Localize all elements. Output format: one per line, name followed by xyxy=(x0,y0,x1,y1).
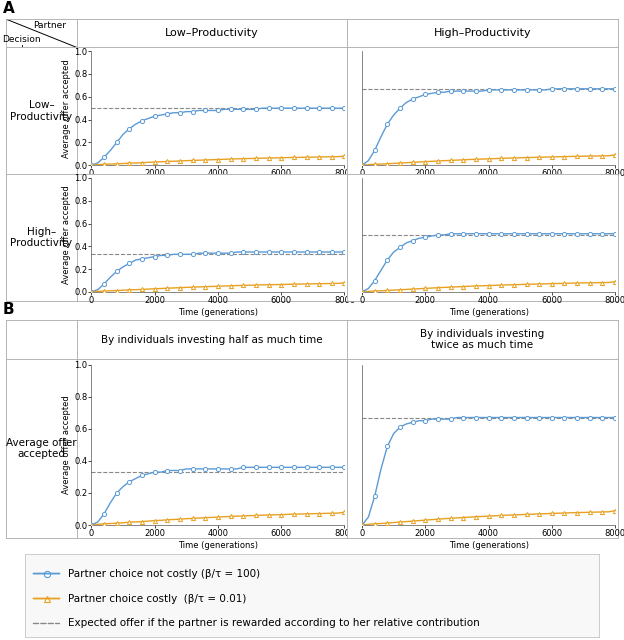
X-axis label: Time (generations): Time (generations) xyxy=(178,541,258,550)
Text: Partner: Partner xyxy=(33,22,66,31)
Y-axis label: Average offer accepted: Average offer accepted xyxy=(62,186,71,284)
X-axis label: Time (generations): Time (generations) xyxy=(449,541,529,550)
X-axis label: Time (generations): Time (generations) xyxy=(178,308,258,317)
Text: High–
Productivity: High– Productivity xyxy=(11,227,72,248)
Y-axis label: Average offer accepted: Average offer accepted xyxy=(62,59,71,157)
Text: Low–Productivity: Low–Productivity xyxy=(165,28,259,38)
Text: Partner choice not costly (β/τ = 100): Partner choice not costly (β/τ = 100) xyxy=(68,568,260,579)
Text: Low–
Productivity: Low– Productivity xyxy=(11,100,72,122)
Text: By individuals investing
twice as much time: By individuals investing twice as much t… xyxy=(421,329,545,350)
Text: Expected offer if the partner is rewarded according to her relative contribution: Expected offer if the partner is rewarde… xyxy=(68,618,480,628)
Text: By individuals investing half as much time: By individuals investing half as much ti… xyxy=(101,335,323,344)
Text: A: A xyxy=(3,1,15,16)
Text: Decision
maker: Decision maker xyxy=(2,35,41,54)
Y-axis label: Average offer accepted: Average offer accepted xyxy=(62,396,71,494)
Text: High–Productivity: High–Productivity xyxy=(434,28,531,38)
Text: Partner choice costly  (β/τ = 0.01): Partner choice costly (β/τ = 0.01) xyxy=(68,593,246,604)
Text: Average offer
accepted: Average offer accepted xyxy=(6,438,77,459)
X-axis label: Time (generations): Time (generations) xyxy=(449,308,529,317)
Text: B: B xyxy=(3,302,15,317)
